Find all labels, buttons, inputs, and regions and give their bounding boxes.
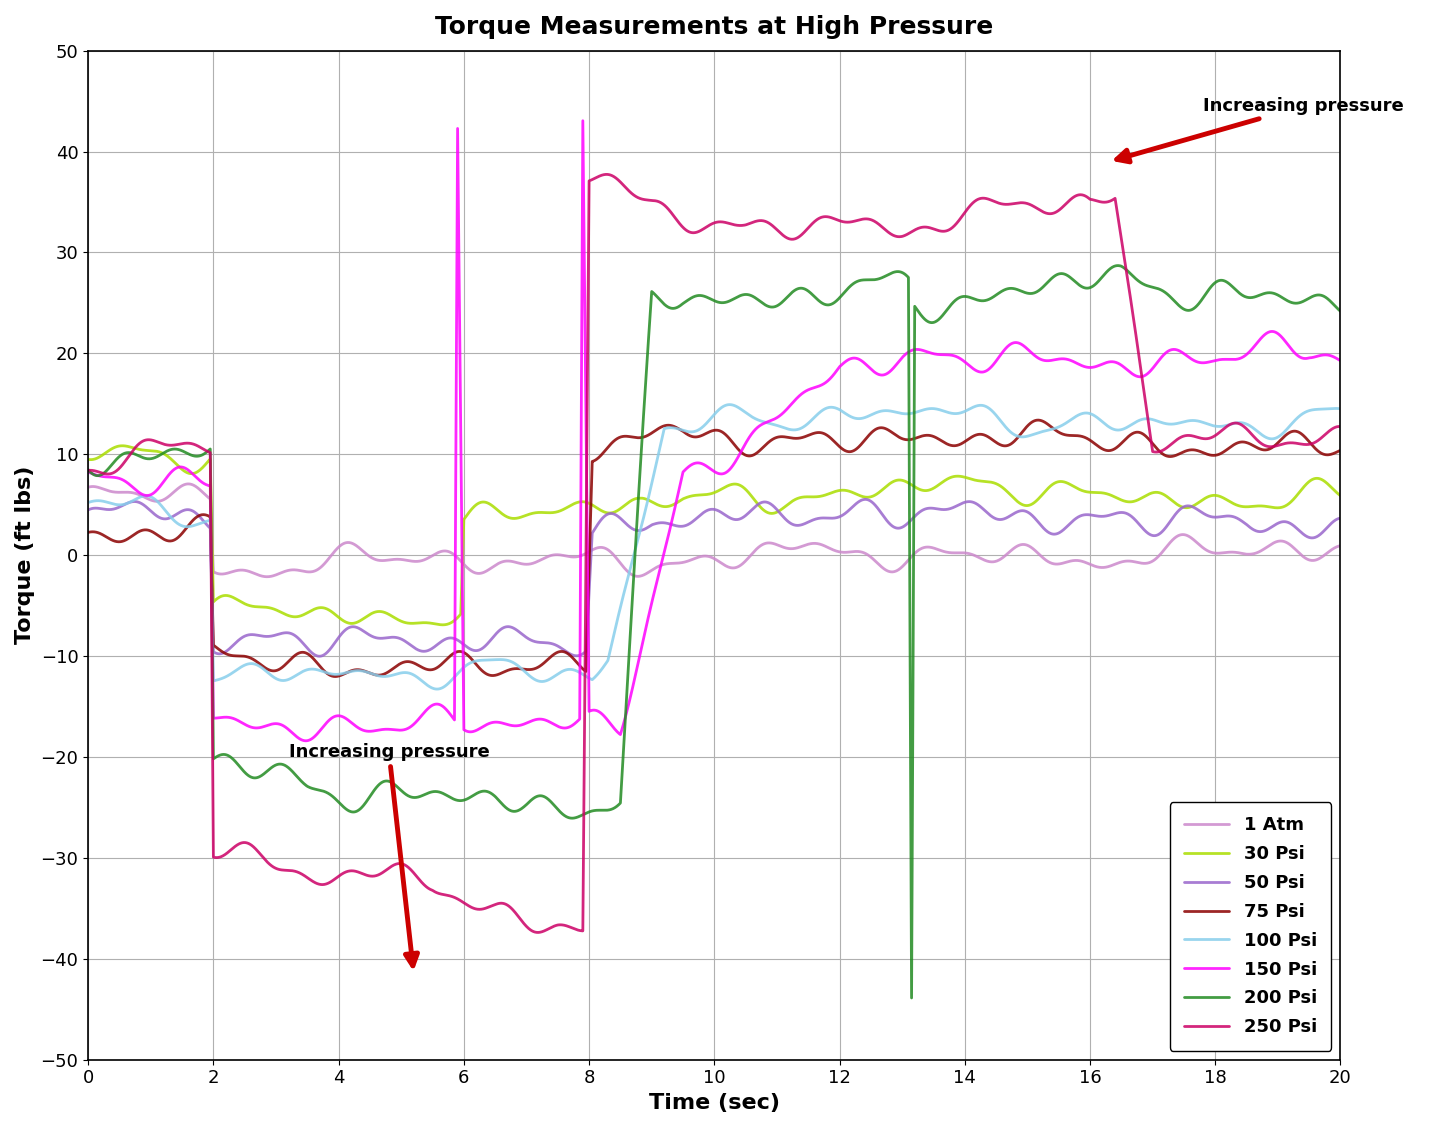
150 Psi — [393, 723, 410, 737]
100 Psi — [1332, 402, 1349, 415]
100 Psi — [883, 405, 901, 418]
100 Psi — [79, 495, 96, 509]
150 Psi — [657, 539, 674, 553]
30 Psi — [79, 452, 96, 466]
75 Psi — [79, 526, 96, 539]
Line: 200 Psi: 200 Psi — [87, 265, 1341, 998]
150 Psi — [707, 466, 724, 479]
50 Psi — [1332, 511, 1349, 525]
200 Psi — [903, 992, 921, 1005]
150 Psi — [1216, 353, 1233, 367]
75 Psi — [1276, 429, 1293, 442]
100 Psi — [721, 398, 739, 412]
100 Psi — [429, 682, 446, 696]
Line: 1 Atm: 1 Atm — [87, 484, 1341, 576]
50 Psi — [1192, 504, 1209, 518]
150 Psi — [1332, 354, 1349, 368]
50 Psi — [1276, 514, 1293, 528]
150 Psi — [856, 356, 873, 370]
250 Psi — [79, 464, 96, 477]
50 Psi — [856, 493, 873, 506]
150 Psi — [297, 734, 314, 748]
75 Psi — [883, 426, 901, 440]
100 Psi — [370, 669, 387, 682]
250 Psi — [654, 197, 671, 211]
Line: 30 Psi: 30 Psi — [87, 446, 1341, 625]
X-axis label: Time (sec): Time (sec) — [648, 1093, 780, 1113]
250 Psi — [526, 925, 543, 938]
100 Psi — [858, 411, 875, 424]
Line: 250 Psi: 250 Psi — [87, 175, 1341, 933]
30 Psi — [1332, 488, 1349, 502]
1 Atm — [675, 555, 693, 569]
200 Psi — [826, 296, 843, 309]
250 Psi — [529, 926, 546, 940]
200 Psi — [1110, 258, 1127, 272]
250 Psi — [598, 168, 615, 182]
200 Psi — [978, 293, 995, 307]
200 Psi — [525, 791, 542, 804]
100 Psi — [673, 423, 690, 437]
Y-axis label: Torque (ft lbs): Torque (ft lbs) — [14, 466, 34, 644]
1 Atm — [79, 481, 96, 494]
1 Atm — [617, 562, 634, 575]
250 Psi — [181, 437, 198, 450]
30 Psi — [113, 439, 130, 452]
75 Psi — [327, 670, 344, 684]
75 Psi — [1030, 413, 1047, 426]
200 Psi — [1332, 305, 1349, 318]
Line: 75 Psi: 75 Psi — [87, 420, 1341, 677]
30 Psi — [978, 475, 995, 488]
250 Psi — [1301, 438, 1318, 451]
Text: Increasing pressure: Increasing pressure — [288, 743, 489, 966]
Legend: 1 Atm, 30 Psi, 50 Psi, 75 Psi, 100 Psi, 150 Psi, 200 Psi, 250 Psi: 1 Atm, 30 Psi, 50 Psi, 75 Psi, 100 Psi, … — [1170, 802, 1332, 1050]
1 Atm — [258, 570, 275, 583]
1 Atm — [989, 554, 1007, 567]
200 Psi — [1301, 291, 1318, 305]
1 Atm — [607, 549, 624, 563]
150 Psi — [389, 723, 406, 737]
75 Psi — [370, 669, 387, 682]
30 Psi — [654, 500, 671, 513]
75 Psi — [1192, 444, 1209, 458]
Line: 150 Psi: 150 Psi — [87, 121, 1341, 741]
250 Psi — [978, 192, 995, 205]
100 Psi — [1192, 415, 1209, 429]
30 Psi — [1301, 475, 1318, 488]
Title: Torque Measurements at High Pressure: Torque Measurements at High Pressure — [435, 15, 994, 39]
200 Psi — [654, 296, 671, 309]
200 Psi — [181, 447, 198, 460]
50 Psi — [311, 650, 328, 663]
Line: 50 Psi: 50 Psi — [87, 500, 1341, 656]
30 Psi — [435, 618, 452, 632]
30 Psi — [827, 484, 845, 497]
Text: Increasing pressure: Increasing pressure — [1117, 97, 1404, 162]
150 Psi — [79, 466, 96, 479]
1 Atm — [1232, 546, 1249, 559]
1 Atm — [1332, 539, 1349, 553]
200 Psi — [79, 462, 96, 476]
1 Atm — [1293, 549, 1311, 563]
50 Psi — [885, 520, 902, 534]
50 Psi — [673, 520, 690, 534]
30 Psi — [526, 506, 543, 520]
1 Atm — [179, 477, 196, 491]
50 Psi — [370, 632, 387, 645]
Line: 100 Psi: 100 Psi — [87, 405, 1341, 689]
75 Psi — [858, 432, 875, 446]
50 Psi — [858, 493, 875, 506]
100 Psi — [1276, 424, 1293, 438]
250 Psi — [1332, 420, 1349, 433]
250 Psi — [827, 213, 845, 227]
50 Psi — [79, 503, 96, 517]
150 Psi — [574, 114, 591, 127]
75 Psi — [674, 424, 691, 438]
30 Psi — [181, 467, 198, 481]
75 Psi — [1332, 443, 1349, 457]
